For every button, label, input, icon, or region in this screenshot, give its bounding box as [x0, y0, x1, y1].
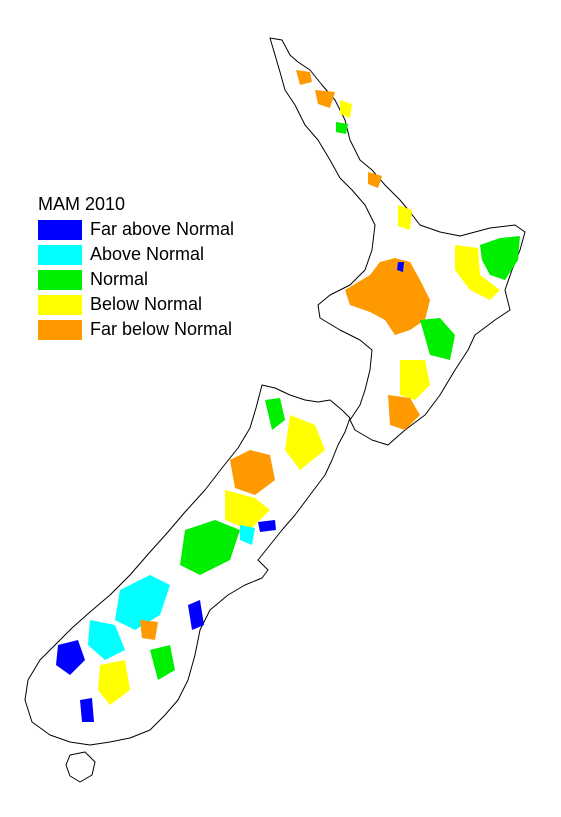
catchment	[258, 520, 276, 532]
legend-label: Far below Normal	[90, 319, 232, 339]
catchments	[56, 70, 520, 722]
legend-swatch	[38, 320, 82, 340]
catchment	[80, 698, 94, 722]
catchment	[285, 415, 325, 470]
legend-label: Far above Normal	[90, 219, 234, 239]
catchment	[388, 395, 420, 430]
catchment	[397, 262, 404, 272]
catchment	[340, 100, 352, 118]
catchment	[115, 575, 170, 630]
catchment	[398, 205, 412, 230]
catchment	[336, 122, 348, 134]
legend: MAM 2010 Far above Normal Above Normal Nor…	[38, 194, 234, 340]
north-island	[269, 37, 526, 446]
legend-swatch	[38, 220, 82, 240]
catchment	[240, 525, 255, 545]
catchment	[296, 70, 312, 85]
catchment	[150, 645, 175, 680]
legend-label: Normal	[90, 269, 148, 289]
catchment	[188, 600, 204, 630]
catchment	[480, 236, 520, 280]
catchment	[225, 490, 270, 530]
catchment	[230, 450, 275, 495]
catchment	[315, 90, 335, 108]
catchment	[140, 620, 158, 640]
legend-swatch	[38, 295, 82, 315]
catchment	[56, 640, 85, 675]
catchment	[368, 172, 382, 188]
catchment	[455, 245, 500, 300]
catchment	[98, 660, 130, 705]
legend-swatch	[38, 245, 82, 265]
catchment	[400, 360, 430, 400]
stewart-island	[65, 751, 96, 783]
catchment	[88, 620, 125, 660]
catchment	[265, 398, 285, 430]
legend-label: Above Normal	[90, 244, 204, 264]
catchment	[345, 258, 430, 335]
legend-label: Below Normal	[90, 294, 202, 314]
catchment	[180, 520, 240, 575]
catchment	[420, 318, 455, 360]
legend-swatch	[38, 270, 82, 290]
legend-title: MAM 2010	[38, 194, 125, 214]
